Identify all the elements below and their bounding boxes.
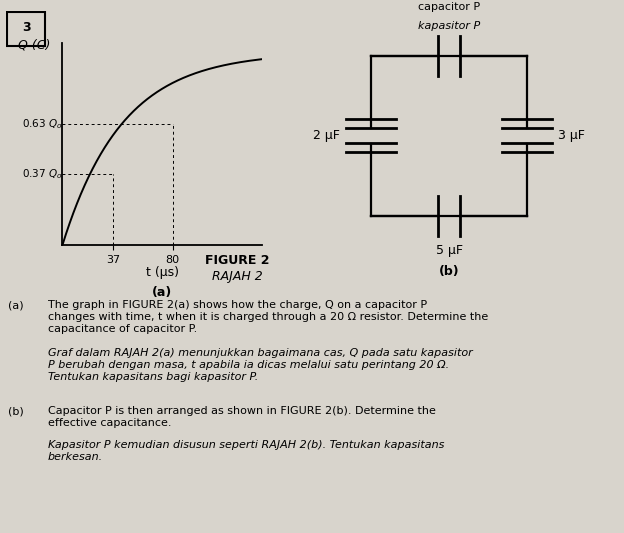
Text: (b): (b) bbox=[8, 406, 24, 416]
Text: Capacitor P is then arranged as shown in FIGURE 2(b). Determine the
effective ca: Capacitor P is then arranged as shown in… bbox=[48, 406, 436, 428]
Text: 5 μF: 5 μF bbox=[436, 244, 463, 257]
Text: $0.37\ Q_o$: $0.37\ Q_o$ bbox=[22, 167, 62, 181]
Text: 3 μF: 3 μF bbox=[558, 130, 585, 142]
Text: Kapasitor P kemudian disusun seperti RAJAH 2(b). Tentukan kapasitans
berkesan.: Kapasitor P kemudian disusun seperti RAJ… bbox=[48, 440, 444, 462]
Text: (b): (b) bbox=[439, 265, 460, 278]
Text: 2 μF: 2 μF bbox=[313, 130, 340, 142]
Text: FIGURE 2: FIGURE 2 bbox=[205, 254, 270, 267]
Text: capacitor P: capacitor P bbox=[418, 2, 480, 12]
Text: Graf dalam RAJAH 2(a) menunjukkan bagaimana cas, Q pada satu kapasitor
P berubah: Graf dalam RAJAH 2(a) menunjukkan bagaim… bbox=[48, 349, 473, 382]
Text: (a): (a) bbox=[8, 301, 24, 310]
Text: The graph in FIGURE 2(a) shows how the charge, Q on a capacitor P
changes with t: The graph in FIGURE 2(a) shows how the c… bbox=[48, 301, 488, 334]
Text: Q (C): Q (C) bbox=[19, 38, 51, 52]
Text: RAJAH 2: RAJAH 2 bbox=[212, 270, 263, 283]
Text: (a): (a) bbox=[152, 286, 172, 299]
Text: $0.63\ Q_o$: $0.63\ Q_o$ bbox=[22, 117, 62, 131]
X-axis label: t (μs): t (μs) bbox=[146, 266, 178, 279]
Text: kapasitor P: kapasitor P bbox=[418, 21, 480, 31]
Text: 3: 3 bbox=[22, 21, 31, 34]
